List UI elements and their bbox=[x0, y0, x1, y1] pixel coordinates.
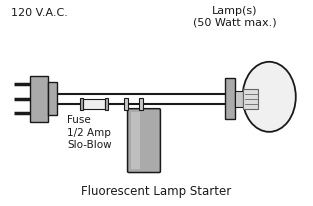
Bar bbox=[243, 89, 258, 109]
Text: Fuse
1/2 Amp
Slo-Blow: Fuse 1/2 Amp Slo-Blow bbox=[67, 115, 112, 150]
Bar bbox=[225, 78, 235, 119]
Bar bbox=[105, 98, 108, 110]
FancyBboxPatch shape bbox=[128, 109, 161, 173]
Bar bbox=[83, 99, 105, 109]
Text: 120 V.A.C.: 120 V.A.C. bbox=[11, 8, 68, 18]
Text: Fluorescent Lamp Starter: Fluorescent Lamp Starter bbox=[81, 185, 232, 198]
Bar bbox=[48, 82, 57, 115]
Bar bbox=[131, 112, 140, 169]
Text: Lamp(s)
(50 Watt max.): Lamp(s) (50 Watt max.) bbox=[193, 6, 277, 28]
Bar bbox=[30, 76, 48, 122]
Ellipse shape bbox=[243, 62, 296, 132]
Bar bbox=[124, 98, 128, 110]
Bar bbox=[80, 98, 83, 110]
Bar bbox=[235, 91, 243, 107]
Bar bbox=[139, 98, 143, 110]
